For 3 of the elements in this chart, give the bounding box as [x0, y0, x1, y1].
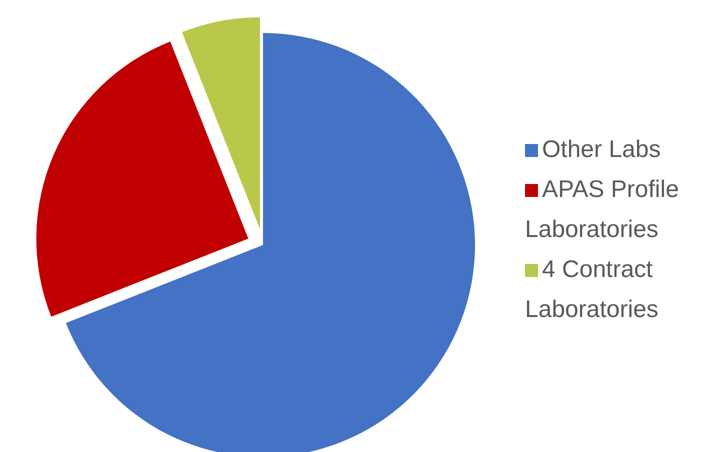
- legend-label: APAS Profile Laboratories: [525, 176, 679, 243]
- legend-label: Other Labs: [542, 136, 661, 163]
- legend-label: 4 Contract Laboratories: [525, 256, 658, 323]
